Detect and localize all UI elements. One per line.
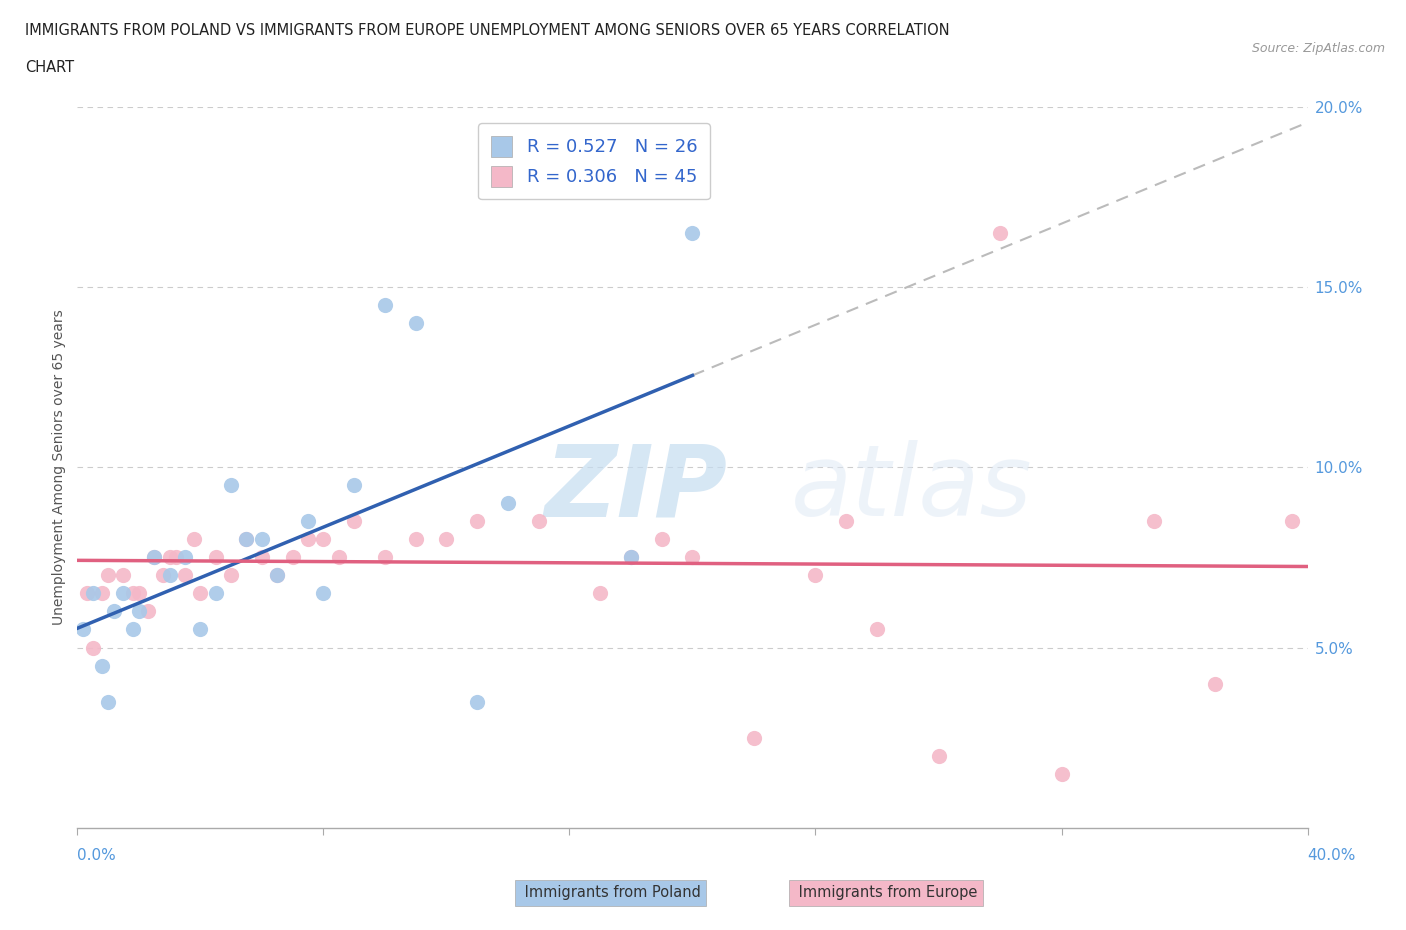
Point xyxy=(128,586,150,601)
Point xyxy=(496,153,519,168)
Point xyxy=(121,622,143,637)
Point xyxy=(527,514,550,529)
Point xyxy=(866,622,889,637)
Point xyxy=(589,586,612,601)
Point xyxy=(159,568,181,583)
Point xyxy=(297,532,319,547)
Point xyxy=(436,532,458,547)
Text: 40.0%: 40.0% xyxy=(1308,848,1355,863)
Point xyxy=(312,586,335,601)
Point xyxy=(250,532,273,547)
Point xyxy=(143,550,166,565)
Point xyxy=(405,532,427,547)
Point xyxy=(159,550,181,565)
Point xyxy=(82,640,104,655)
Text: atlas: atlas xyxy=(792,441,1032,538)
Point xyxy=(682,226,704,241)
Point xyxy=(183,532,205,547)
Point xyxy=(97,694,120,709)
Text: IMMIGRANTS FROM POLAND VS IMMIGRANTS FROM EUROPE UNEMPLOYMENT AMONG SENIORS OVER: IMMIGRANTS FROM POLAND VS IMMIGRANTS FRO… xyxy=(25,23,950,38)
Point xyxy=(219,568,242,583)
Point xyxy=(235,532,257,547)
Point xyxy=(988,226,1011,241)
Point xyxy=(682,550,704,565)
Point xyxy=(136,604,159,619)
Legend: R = 0.527   N = 26, R = 0.306   N = 45: R = 0.527 N = 26, R = 0.306 N = 45 xyxy=(478,123,710,199)
Point xyxy=(1281,514,1303,529)
Point xyxy=(374,550,396,565)
Point xyxy=(620,550,643,565)
Text: Immigrants from Poland: Immigrants from Poland xyxy=(520,885,702,900)
Point xyxy=(281,550,304,565)
Point xyxy=(742,730,765,745)
Point xyxy=(235,532,257,547)
Point xyxy=(250,550,273,565)
Point xyxy=(374,298,396,312)
Point xyxy=(496,496,519,511)
Point xyxy=(1204,676,1226,691)
Point xyxy=(219,478,242,493)
Point xyxy=(76,586,98,601)
Point xyxy=(312,532,335,547)
Point xyxy=(90,586,114,601)
Point xyxy=(465,514,488,529)
Point xyxy=(174,568,197,583)
Point xyxy=(72,622,94,637)
Point xyxy=(804,568,827,583)
Point xyxy=(651,532,673,547)
Point xyxy=(204,586,226,601)
Point xyxy=(620,550,643,565)
Point xyxy=(1050,766,1073,781)
Point xyxy=(143,550,166,565)
Point xyxy=(328,550,350,565)
Text: Immigrants from Europe: Immigrants from Europe xyxy=(794,885,977,900)
Point xyxy=(174,550,197,565)
Text: CHART: CHART xyxy=(25,60,75,75)
Point xyxy=(112,586,135,601)
Point xyxy=(121,586,143,601)
Point xyxy=(1143,514,1166,529)
Point xyxy=(266,568,288,583)
Point xyxy=(188,622,212,637)
Point xyxy=(343,514,366,529)
Text: ZIP: ZIP xyxy=(546,441,728,538)
Text: 0.0%: 0.0% xyxy=(77,848,117,863)
Point xyxy=(465,694,488,709)
Point xyxy=(82,586,104,601)
Point xyxy=(297,514,319,529)
Point xyxy=(266,568,288,583)
Point xyxy=(405,316,427,331)
Point xyxy=(165,550,187,565)
Point xyxy=(835,514,858,529)
Point xyxy=(103,604,125,619)
Text: Source: ZipAtlas.com: Source: ZipAtlas.com xyxy=(1251,42,1385,55)
Point xyxy=(97,568,120,583)
Point xyxy=(128,604,150,619)
Point xyxy=(343,478,366,493)
Point xyxy=(928,748,950,763)
Y-axis label: Unemployment Among Seniors over 65 years: Unemployment Among Seniors over 65 years xyxy=(52,310,66,625)
Point xyxy=(90,658,114,673)
Point xyxy=(204,550,226,565)
Point xyxy=(112,568,135,583)
Point xyxy=(188,586,212,601)
Point xyxy=(152,568,174,583)
